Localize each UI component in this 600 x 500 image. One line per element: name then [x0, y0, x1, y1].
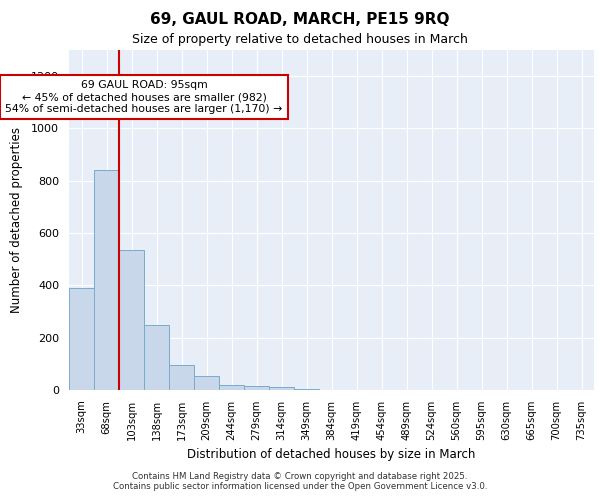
Bar	[294, 388, 319, 390]
Y-axis label: Number of detached properties: Number of detached properties	[10, 127, 23, 313]
Text: 69 GAUL ROAD: 95sqm
← 45% of detached houses are smaller (982)
54% of semi-detac: 69 GAUL ROAD: 95sqm ← 45% of detached ho…	[5, 80, 283, 114]
Bar	[194, 376, 219, 390]
Text: 69, GAUL ROAD, MARCH, PE15 9RQ: 69, GAUL ROAD, MARCH, PE15 9RQ	[150, 12, 450, 28]
Bar	[219, 385, 244, 390]
Text: Contains HM Land Registry data © Crown copyright and database right 2025.: Contains HM Land Registry data © Crown c…	[132, 472, 468, 481]
Text: Contains public sector information licensed under the Open Government Licence v3: Contains public sector information licen…	[113, 482, 487, 491]
Bar	[94, 170, 119, 390]
Bar	[144, 325, 169, 390]
Bar	[119, 250, 144, 390]
Bar	[169, 365, 194, 390]
X-axis label: Distribution of detached houses by size in March: Distribution of detached houses by size …	[187, 448, 476, 462]
Bar	[269, 388, 294, 390]
Text: Size of property relative to detached houses in March: Size of property relative to detached ho…	[132, 32, 468, 46]
Bar	[244, 386, 269, 390]
Bar	[69, 288, 94, 390]
